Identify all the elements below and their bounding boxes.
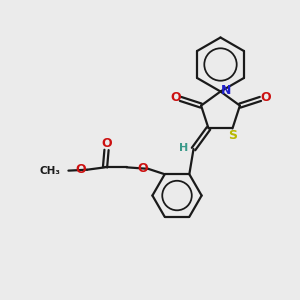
Text: O: O [76,163,86,176]
Text: CH₃: CH₃ [39,166,60,176]
Text: N: N [221,84,231,97]
Text: O: O [137,162,148,175]
Text: H: H [179,142,188,152]
Text: S: S [228,128,237,142]
Text: O: O [170,91,181,104]
Text: O: O [101,137,112,150]
Text: O: O [260,91,271,104]
